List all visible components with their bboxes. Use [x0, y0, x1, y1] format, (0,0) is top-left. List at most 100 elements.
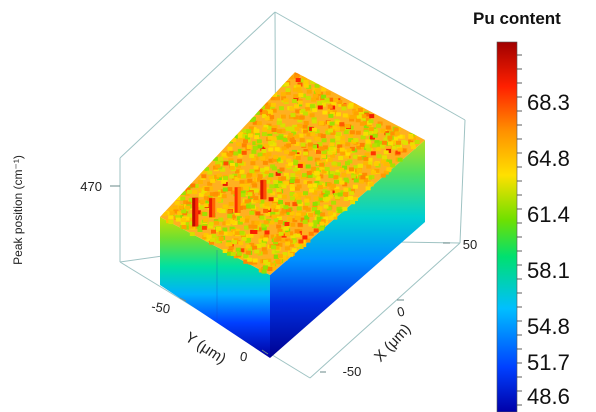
- surface-cell: [304, 201, 310, 206]
- surface-cell: [345, 142, 351, 147]
- surface-cell: [369, 114, 375, 119]
- surface-cell: [225, 219, 231, 224]
- surface-cell: [360, 116, 366, 121]
- surface-cell: [249, 210, 255, 215]
- z-axis: 470 Peak position (cm⁻¹): [11, 155, 120, 265]
- surface-cell: [288, 75, 294, 80]
- surface-cell: [207, 181, 213, 186]
- surface-cell: [364, 152, 370, 157]
- surface-cell: [277, 242, 283, 247]
- surface-cell: [300, 142, 306, 147]
- surface-cell: [228, 139, 233, 144]
- surface-cell: [339, 147, 345, 152]
- surface-cell: [263, 170, 269, 174]
- surface-cell: [246, 145, 252, 149]
- surface-cell: [186, 201, 192, 206]
- surface-cell: [277, 254, 283, 259]
- surface-cell: [362, 121, 368, 126]
- surface-cell: [235, 247, 241, 252]
- z-axis-label: Peak position (cm⁻¹): [11, 155, 25, 265]
- surface-cell: [172, 205, 178, 210]
- y-tick-label: -50: [150, 299, 171, 317]
- surface-cell: [352, 102, 358, 107]
- surface-cell: [238, 161, 244, 166]
- surface-cell: [411, 136, 416, 141]
- surface-cell: [281, 209, 287, 214]
- surface-cell: [273, 254, 279, 259]
- surface-cell: [269, 220, 275, 225]
- surface-cell: [215, 161, 221, 166]
- surface-cell: [285, 238, 291, 243]
- surface-cell: [301, 93, 306, 98]
- surface-cell: [281, 155, 287, 160]
- surface-cell: [223, 231, 229, 236]
- surface-cell: [340, 150, 346, 155]
- surface-cell: [320, 102, 326, 107]
- surface-cell: [387, 135, 393, 140]
- surface-cell: [260, 242, 266, 247]
- surface-cell: [218, 189, 223, 194]
- surface-cell: [244, 179, 250, 184]
- surface-cell: [331, 102, 337, 107]
- surface-cell: [332, 215, 338, 220]
- surface-cell: [321, 98, 326, 103]
- surface-cell: [263, 220, 269, 225]
- surface-cell: [211, 233, 217, 238]
- surface-cell: [329, 142, 335, 147]
- surface-cell: [380, 159, 386, 164]
- surface-cell: [175, 215, 181, 219]
- surface-cell: [215, 164, 221, 169]
- surface-cell: [280, 114, 286, 119]
- surface-cell: [233, 151, 239, 156]
- surface-cell: [311, 119, 317, 124]
- surface-cell: [261, 105, 267, 110]
- surface-cell: [317, 196, 323, 201]
- surface-cell: [306, 89, 312, 94]
- surface-cell: [323, 204, 329, 209]
- surface-cell: [394, 131, 400, 136]
- surface-cell: [227, 251, 232, 256]
- colorbar-tick-label: 58.1: [527, 258, 570, 283]
- surface-cell: [189, 232, 195, 236]
- surface-cell: [373, 128, 378, 133]
- surface-cell: [228, 174, 234, 179]
- surface-cell: [247, 133, 253, 138]
- surface-cell: [370, 151, 376, 156]
- surface-cell: [312, 207, 317, 211]
- surface-cell: [196, 224, 202, 229]
- surface-cell: [198, 187, 204, 192]
- surface-cell: [259, 215, 265, 220]
- surface-cell: [260, 146, 266, 151]
- surface-cell: [298, 202, 304, 207]
- surface-cell: [328, 147, 334, 152]
- surface-cell: [353, 178, 359, 183]
- peak-spike: [209, 198, 216, 218]
- surface-cell: [310, 132, 316, 137]
- surface-cell: [275, 205, 281, 210]
- surface-cell: [277, 228, 283, 233]
- surface-cell: [336, 112, 341, 117]
- surface-cell: [290, 240, 296, 245]
- surface-cell: [264, 116, 270, 121]
- x-tick-label: 0: [395, 303, 406, 319]
- surface-cell: [329, 121, 335, 126]
- surface-cell: [305, 96, 311, 100]
- surface-cell: [283, 226, 289, 231]
- surface-cell: [239, 180, 245, 185]
- surface-cell: [360, 175, 366, 180]
- surface-cell: [241, 174, 246, 179]
- surface-cell: [247, 178, 253, 183]
- surface-cell: [312, 201, 318, 206]
- surface-cell: [264, 202, 270, 207]
- surface-cell: [333, 193, 339, 197]
- surface-cell: [306, 171, 312, 175]
- surface-cell: [348, 138, 354, 143]
- surface-cell: [215, 239, 221, 244]
- surface-cell: [279, 167, 285, 172]
- surface-cell: [308, 231, 314, 236]
- surface-cell: [276, 237, 282, 242]
- surface-cell: [245, 215, 251, 220]
- surface-cell: [391, 145, 397, 150]
- surface-cell: [229, 165, 235, 170]
- surface-cell: [345, 151, 351, 156]
